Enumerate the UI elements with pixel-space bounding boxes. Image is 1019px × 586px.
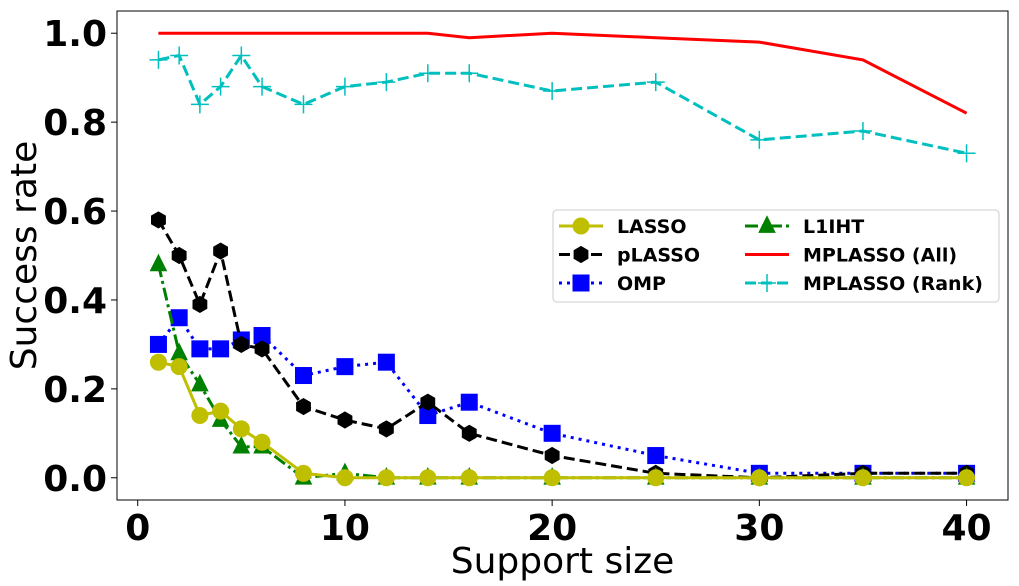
data-point	[543, 424, 561, 442]
data-point	[335, 77, 354, 96]
y-axis-label: Success rate	[4, 141, 45, 370]
axis-ticks: 0 10 20 30 40 0.0 0.2 0.4 0.6 0.8 1.0	[43, 14, 991, 549]
data-point	[294, 464, 312, 482]
data-point	[854, 469, 872, 487]
data-point	[170, 358, 188, 376]
data-point	[213, 242, 228, 260]
data-point	[170, 46, 189, 65]
data-point	[460, 469, 478, 487]
data-point	[750, 130, 769, 149]
legend-marker	[758, 274, 776, 292]
legend-marker	[758, 215, 776, 233]
data-point	[151, 211, 166, 229]
legend-item: MPLASSO (Rank)	[745, 273, 983, 295]
legend-label: OMP	[617, 273, 666, 295]
data-point	[191, 340, 209, 358]
data-point	[647, 447, 665, 465]
series-layer	[149, 31, 976, 487]
data-point	[149, 50, 168, 69]
x-tick-label: 10	[320, 508, 370, 549]
series-line	[158, 52, 967, 155]
data-point	[294, 367, 312, 385]
data-point	[233, 335, 249, 353]
data-point	[212, 340, 230, 358]
data-point	[419, 469, 437, 487]
data-point	[418, 64, 437, 83]
legend-item: MPLASSO (All)	[745, 245, 957, 267]
y-tick-label: 0.8	[43, 103, 107, 144]
series-lasso	[149, 353, 976, 487]
data-point	[253, 77, 272, 96]
data-point	[647, 469, 665, 487]
y-tick-label: 0.6	[43, 192, 107, 233]
data-point	[149, 353, 167, 371]
data-point	[958, 469, 976, 487]
data-point	[171, 246, 187, 265]
data-point	[294, 95, 313, 114]
data-point	[543, 469, 561, 487]
data-point	[232, 46, 251, 65]
x-tick-label: 20	[527, 508, 577, 549]
data-point	[420, 393, 436, 411]
data-point	[646, 73, 665, 92]
data-point	[192, 295, 208, 313]
data-point	[336, 469, 354, 487]
legend-marker	[572, 274, 590, 292]
data-point	[377, 73, 396, 92]
legend-marker	[572, 217, 590, 235]
data-point	[232, 435, 251, 454]
data-point	[337, 411, 353, 429]
x-tick-label: 0	[125, 508, 150, 549]
series-mplasso-rank	[149, 46, 976, 163]
data-point	[378, 420, 394, 438]
legend-item: LASSO	[559, 216, 686, 238]
data-point	[232, 420, 250, 438]
data-point	[190, 95, 209, 114]
data-point	[543, 82, 562, 101]
data-point	[750, 469, 768, 487]
data-point	[212, 402, 230, 420]
data-point	[377, 469, 395, 487]
series-line	[157, 315, 967, 475]
legend-item: OMP	[559, 273, 666, 295]
data-point	[460, 393, 478, 411]
y-tick-label: 1.0	[43, 14, 107, 55]
data-point	[191, 373, 209, 392]
legend: LASSO pLASSO OMP L1IHT MPLASSO (All) MPLASSO …	[552, 209, 1000, 303]
data-point	[853, 122, 872, 141]
legend-item: L1IHT	[745, 215, 864, 238]
data-point	[149, 335, 167, 353]
legend-label: LASSO	[617, 216, 686, 238]
series-line	[158, 360, 967, 480]
series-line	[157, 219, 967, 480]
legend-item: pLASSO	[559, 245, 700, 267]
data-point	[336, 358, 354, 376]
data-point	[296, 398, 311, 416]
data-point	[544, 446, 560, 465]
y-tick-label: 0.0	[43, 459, 107, 500]
series-line	[158, 31, 968, 115]
legend-label: MPLASSO (All)	[803, 245, 957, 267]
data-point	[460, 64, 479, 83]
data-point	[253, 433, 271, 451]
x-tick-label: 40	[942, 508, 992, 549]
legend-label: MPLASSO (Rank)	[803, 273, 983, 295]
data-point	[191, 407, 209, 425]
y-tick-label: 0.2	[43, 370, 107, 411]
data-point	[377, 353, 395, 371]
data-point	[957, 144, 976, 163]
y-tick-label: 0.4	[43, 281, 107, 322]
data-point	[461, 424, 477, 442]
x-tick-label: 30	[734, 508, 784, 549]
data-point	[211, 77, 230, 96]
legend-marker	[573, 245, 589, 264]
data-point	[149, 253, 168, 272]
data-point	[254, 340, 270, 358]
series-mplasso-all	[158, 31, 968, 115]
plot-area-frame	[116, 10, 1009, 501]
legend-label: pLASSO	[617, 245, 700, 267]
x-axis-label: Support size	[451, 541, 675, 582]
legend-label: L1IHT	[803, 216, 864, 238]
